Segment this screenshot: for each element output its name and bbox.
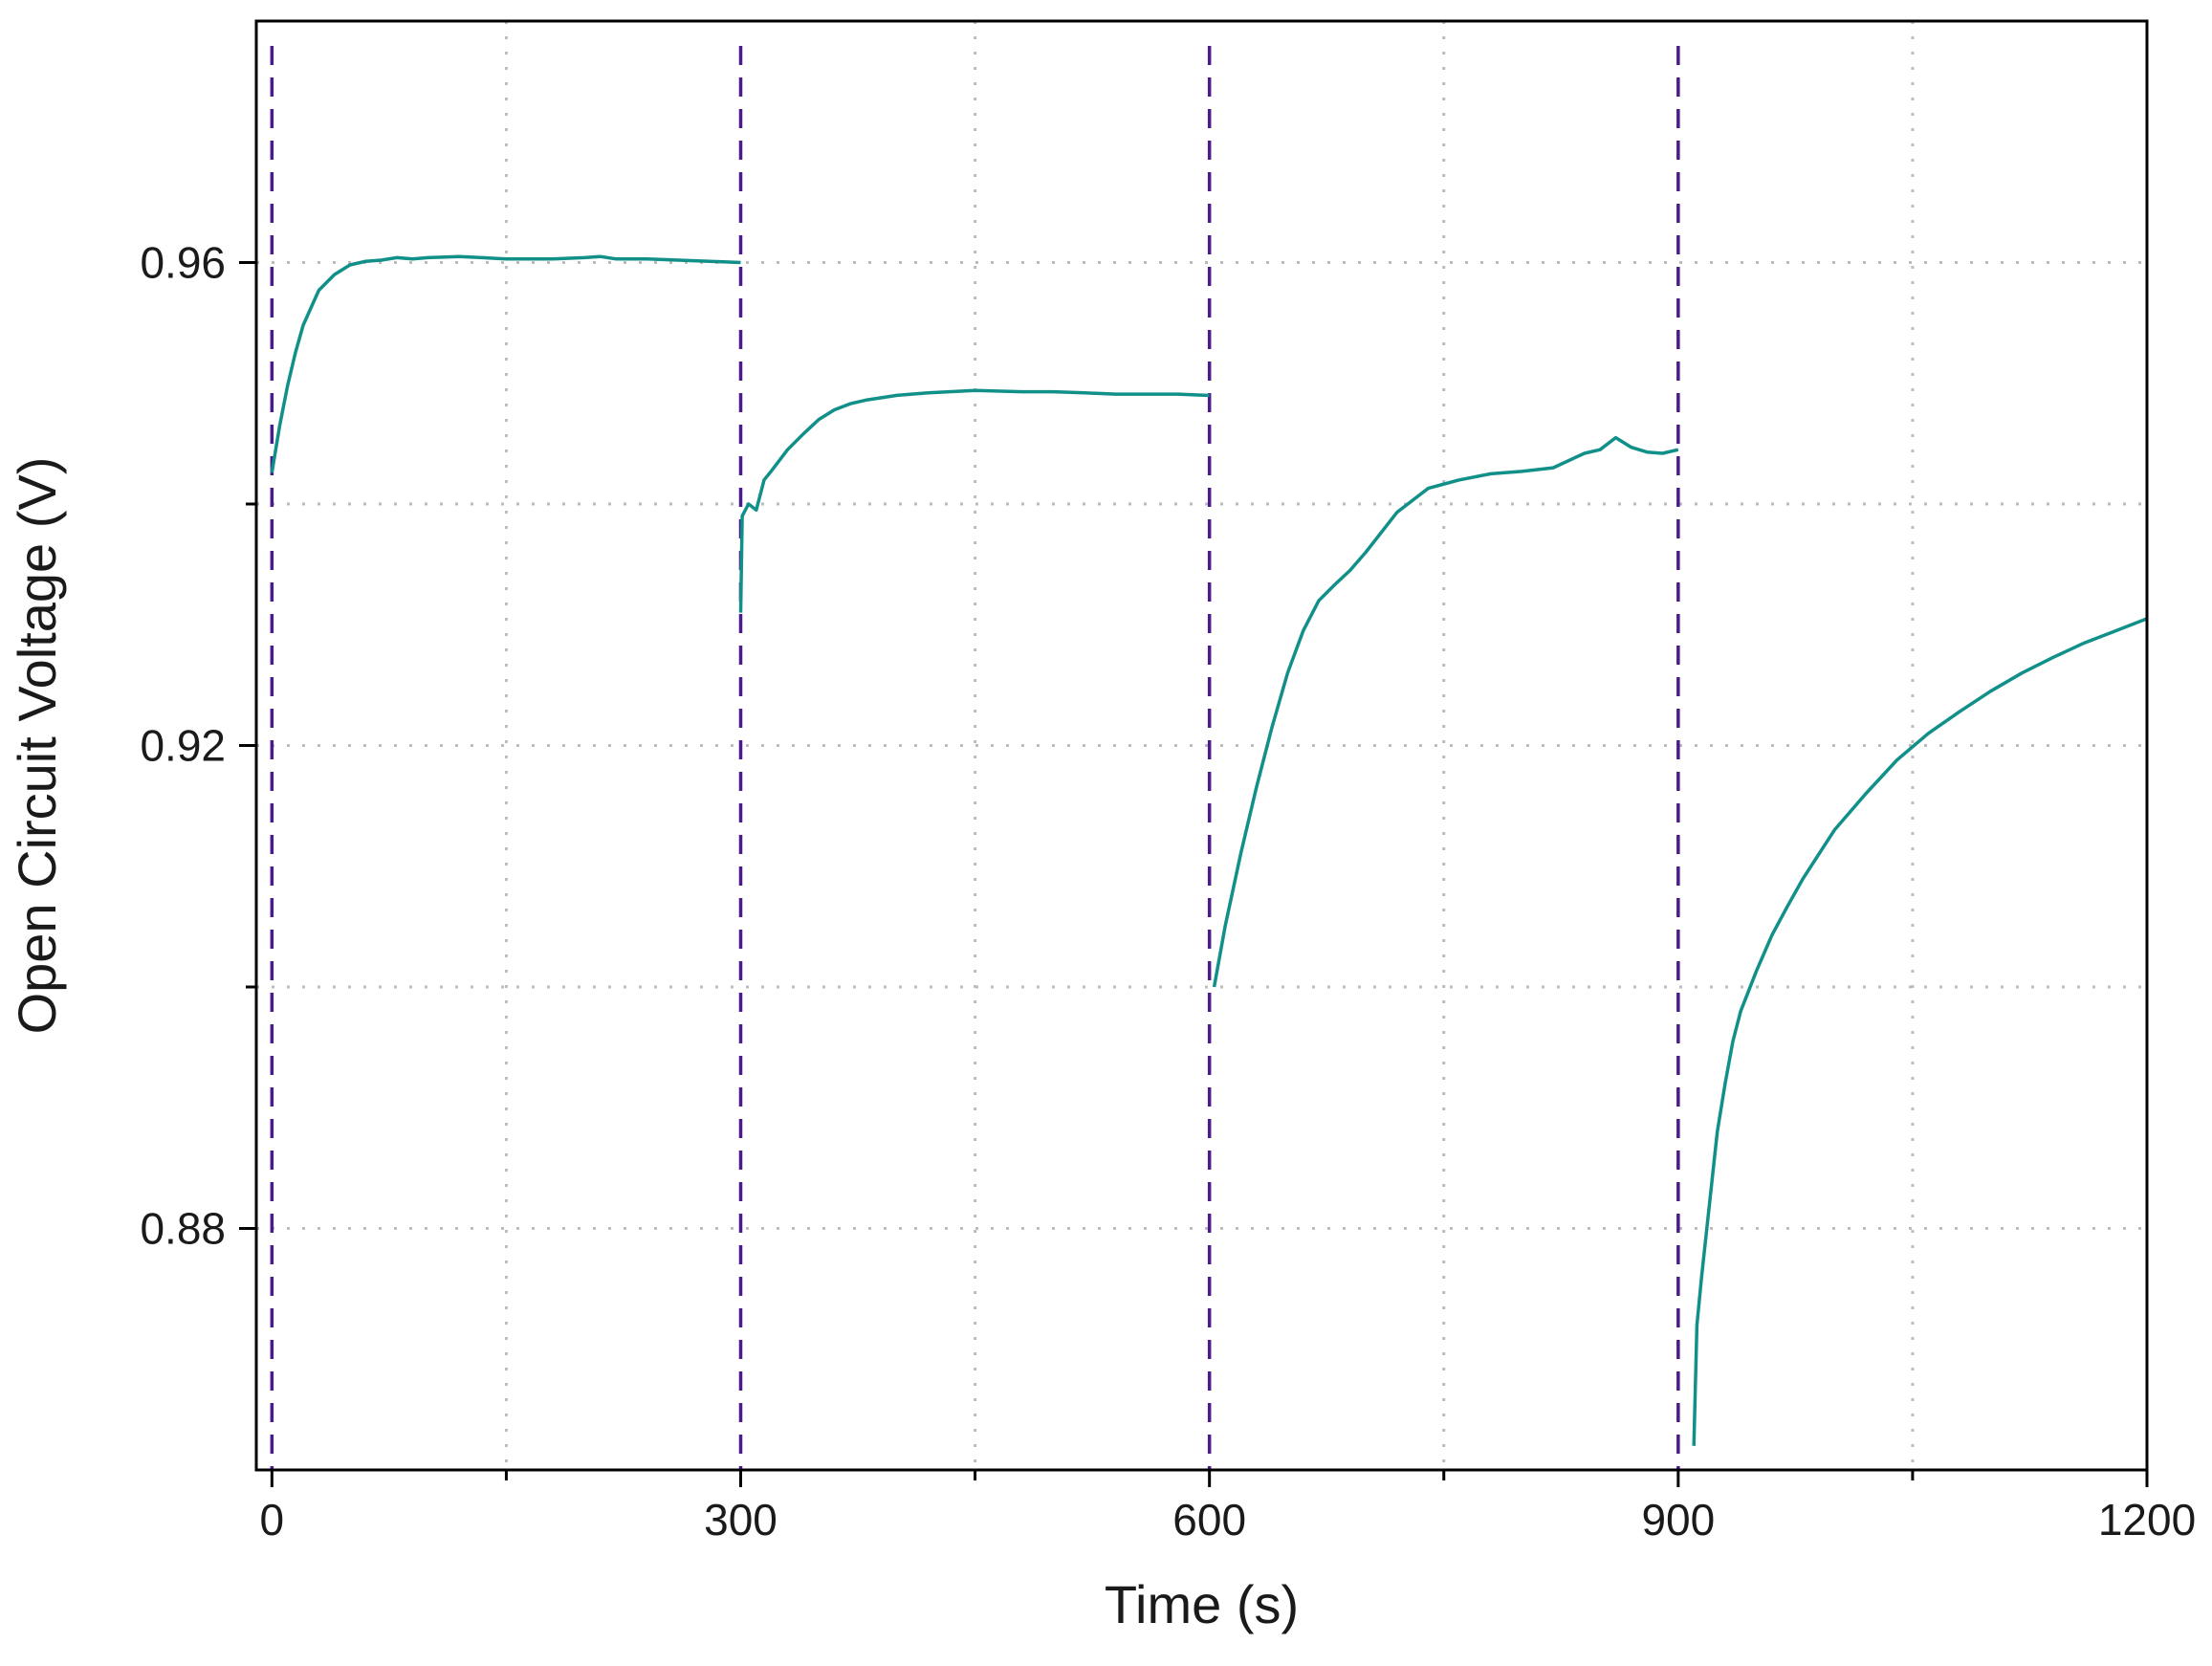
x-tick-label: 900 bbox=[1641, 1495, 1715, 1545]
x-tick-label: 0 bbox=[260, 1495, 285, 1545]
y-tick-label: 0.96 bbox=[140, 238, 226, 288]
series-line-segment bbox=[270, 254, 741, 473]
series-line-segment bbox=[738, 388, 1210, 613]
x-axis-title: Time (s) bbox=[1105, 1574, 1299, 1634]
y-tick-label: 0.88 bbox=[140, 1204, 226, 1254]
y-tick-labels: 0.88 0.92 0.96 bbox=[140, 238, 226, 1254]
axis-ticks bbox=[239, 261, 2149, 1487]
series-lines bbox=[270, 254, 2148, 1446]
series-line-segment bbox=[1692, 617, 2148, 1446]
step-markers bbox=[270, 46, 1680, 1470]
x-tick-labels: 0 300 600 900 1200 bbox=[260, 1495, 2197, 1545]
series-line-segment bbox=[1212, 435, 1679, 988]
y-tick-label: 0.92 bbox=[140, 721, 226, 771]
gridlines bbox=[256, 21, 2149, 1470]
y-axis-title: Open Circuit Voltage (V) bbox=[7, 457, 67, 1035]
x-tick-label: 600 bbox=[1172, 1495, 1246, 1545]
x-tick-label: 1200 bbox=[2098, 1495, 2196, 1545]
x-tick-label: 300 bbox=[704, 1495, 777, 1545]
